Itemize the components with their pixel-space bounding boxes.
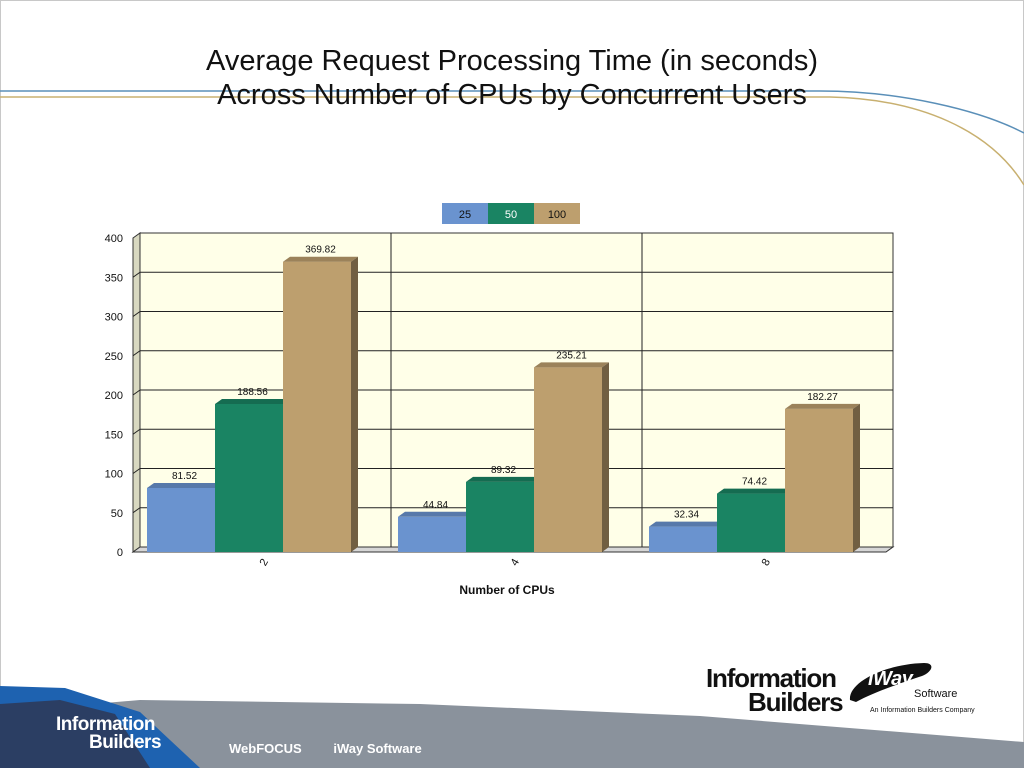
- gridline-side: [132, 507, 141, 514]
- bar-top: [466, 476, 541, 482]
- gridline-side: [132, 428, 141, 435]
- bar-side: [351, 256, 358, 552]
- bar-front: [785, 408, 853, 552]
- bar-top: [717, 488, 792, 494]
- gridline-side: [132, 271, 141, 278]
- y-tick-label: 200: [105, 390, 123, 402]
- data-label: 81.52: [172, 471, 197, 482]
- y-tick-label: 0: [117, 547, 123, 559]
- y-tick-label: 50: [111, 508, 123, 520]
- data-label: 44.84: [423, 500, 448, 511]
- legend-swatch: [534, 203, 580, 224]
- bar-top: [215, 398, 290, 404]
- bar-front: [466, 481, 534, 552]
- gridline-side: [132, 389, 141, 396]
- ib-logo-line2: Builders: [748, 687, 844, 717]
- data-label: 32.34: [674, 510, 699, 521]
- bar-top: [283, 256, 358, 262]
- data-label: 89.32: [491, 465, 516, 476]
- iway-tagline: An Information Builders Company: [870, 707, 975, 714]
- header-line-gold: [0, 96, 1024, 186]
- gridline-side: [132, 311, 141, 317]
- bar-top: [534, 362, 609, 368]
- legend-entry: 100: [548, 209, 566, 221]
- legend-swatch: [488, 203, 534, 224]
- iway-mark: iWay: [868, 668, 913, 690]
- data-label: 369.82: [305, 245, 336, 256]
- iway-software-label: Software: [914, 688, 958, 700]
- y-tick-label: 300: [105, 312, 123, 324]
- bar-top: [398, 511, 473, 517]
- data-label: 188.56: [237, 387, 268, 398]
- ib-logo-line1: Information: [706, 663, 837, 693]
- bar-front: [283, 261, 351, 552]
- title-line-1: Average Request Processing Time (in seco…: [206, 45, 818, 77]
- bar-side: [602, 362, 609, 552]
- x-axis-label: Number of CPUs: [459, 583, 555, 597]
- bar-front: [649, 526, 717, 552]
- footer-brand-logo: Information Builders: [56, 714, 162, 753]
- bar-front: [534, 367, 602, 552]
- footer-brand-line2: Builders: [89, 732, 162, 753]
- header-line-blue: [0, 90, 1024, 134]
- title-line-2: Across Number of CPUs by Concurrent User…: [217, 79, 807, 111]
- bar-front: [398, 516, 466, 552]
- bar-top: [147, 483, 222, 489]
- y-tick-label: 250: [105, 351, 123, 363]
- bar-top: [649, 521, 724, 527]
- y-tick-label: 400: [105, 233, 123, 245]
- x-tick-label: 2: [258, 557, 271, 568]
- legend-swatch: [442, 203, 488, 224]
- bar-front: [717, 493, 785, 552]
- x-tick-label: 8: [760, 557, 773, 568]
- slide-title: Average Request Processing Time (in seco…: [0, 44, 1024, 112]
- footer-link-iway[interactable]: iWay Software: [333, 741, 422, 756]
- gridline-side: [132, 350, 141, 357]
- bar-top: [785, 403, 860, 409]
- bar-front: [147, 488, 215, 552]
- legend-entry: 25: [459, 209, 471, 221]
- data-label: 74.42: [742, 477, 767, 488]
- x-tick-label: 4: [509, 557, 522, 568]
- footer-brand-line1: Information: [56, 714, 156, 735]
- footer-band-dark: [0, 700, 150, 768]
- gridline-side: [132, 468, 141, 474]
- iway-swoosh-icon: [849, 663, 932, 702]
- y-tick-label: 350: [105, 272, 123, 284]
- data-label: 235.21: [556, 350, 587, 361]
- footer-links: WebFOCUS iWay Software: [229, 741, 450, 756]
- bar-front: [215, 403, 283, 552]
- footer-link-webfocus[interactable]: WebFOCUS: [229, 741, 302, 756]
- data-label: 182.27: [807, 392, 838, 403]
- footer-band-gray: [0, 700, 1024, 768]
- y-tick-label: 150: [105, 429, 123, 441]
- iway-logo: iWay Software An Information Builders Co…: [846, 660, 975, 720]
- information-builders-logo: Information Builders: [706, 663, 844, 717]
- legend-entry: 50: [505, 209, 517, 221]
- y-tick-label: 100: [105, 469, 123, 481]
- bar-side: [853, 403, 860, 552]
